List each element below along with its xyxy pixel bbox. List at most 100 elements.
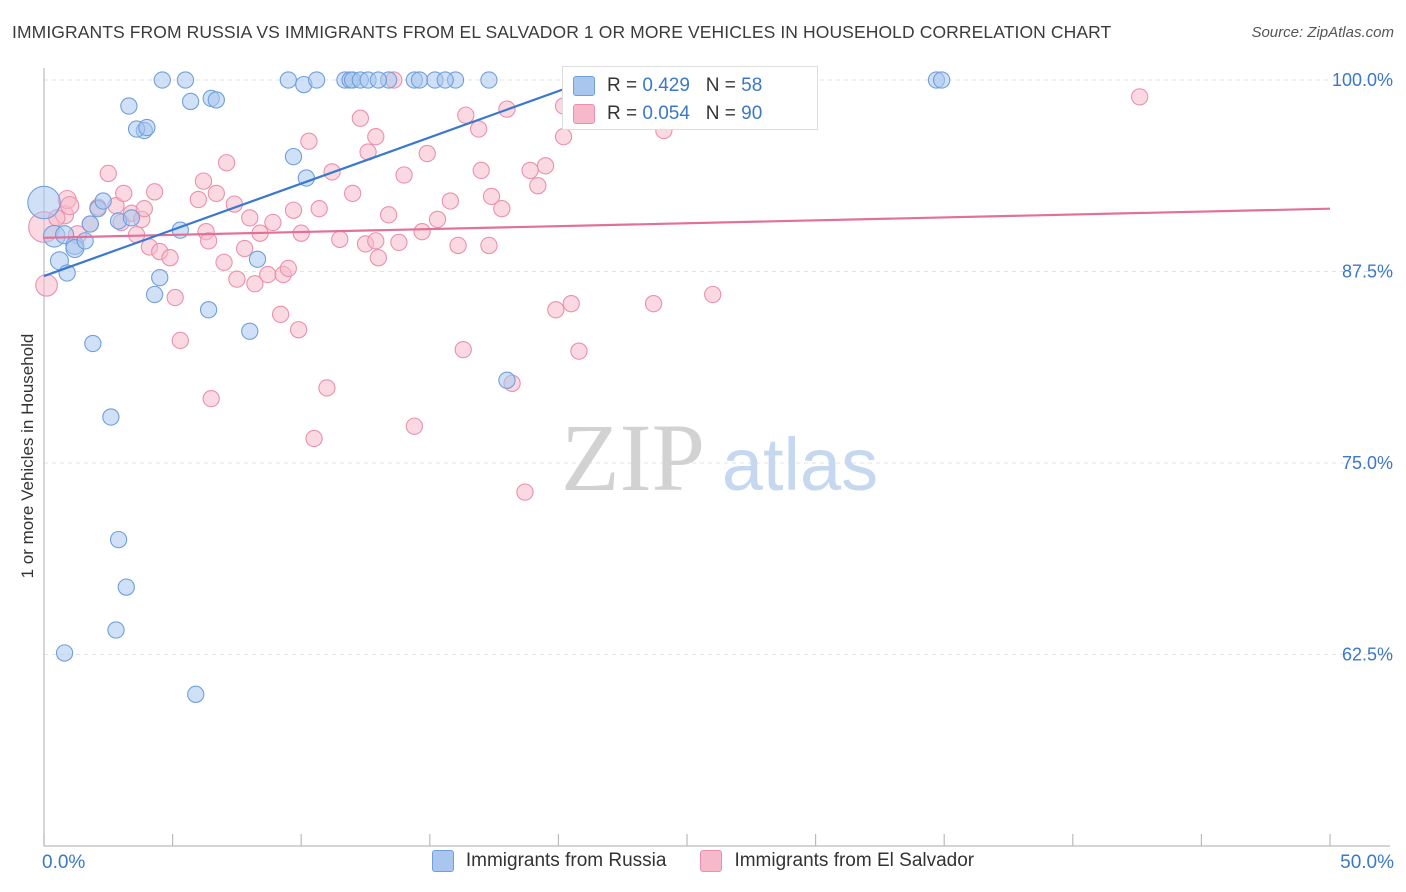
salvador-point xyxy=(264,213,282,232)
salvador-point xyxy=(441,192,460,210)
salvador-point xyxy=(516,483,534,501)
y-tick-label: 75.0% xyxy=(1342,453,1393,473)
russia-swatch xyxy=(573,76,595,96)
salvador-point xyxy=(369,249,388,267)
salvador-point xyxy=(189,190,207,209)
russia-point xyxy=(248,250,267,268)
salvador-point xyxy=(99,164,117,183)
salvador-point xyxy=(305,429,323,448)
source-label: Source: ZipAtlas.com xyxy=(1251,24,1394,41)
russia-point xyxy=(122,209,141,227)
salvador-r-value: 0.054 xyxy=(642,103,690,124)
salvador-trend-line xyxy=(43,207,1331,239)
stats-box: R = 0.429 N = 58 R = 0.054 N = 90 xyxy=(562,66,818,130)
watermark-zip: ZIP xyxy=(561,404,705,511)
salvador-point xyxy=(235,239,254,258)
russia-r-label: R = xyxy=(607,75,638,96)
salvador-point xyxy=(351,109,370,127)
watermark-atlas: atlas xyxy=(722,423,878,506)
russia-point xyxy=(410,71,429,89)
salvador-point xyxy=(246,275,264,293)
russia-point xyxy=(94,192,112,210)
russia-point xyxy=(81,215,99,233)
salvador-point xyxy=(428,210,447,229)
x-max-label: 50.0% xyxy=(1340,852,1394,873)
salvador-point xyxy=(199,232,218,250)
russia-point xyxy=(369,71,388,89)
salvador-point xyxy=(171,331,189,350)
salvador-point xyxy=(115,184,133,203)
russia-point xyxy=(932,71,951,89)
axes xyxy=(43,68,1390,847)
trend-lines xyxy=(43,78,1331,278)
x-min-label: 0.0% xyxy=(42,852,86,873)
salvador-point xyxy=(704,285,722,304)
stats-row-salvador: R = 0.054 N = 90 xyxy=(573,99,762,129)
salvador-point xyxy=(390,233,408,252)
russia-trend-line xyxy=(43,78,590,278)
salvador-point xyxy=(457,106,475,124)
salvador-point xyxy=(472,161,490,180)
salvador-point xyxy=(35,273,58,297)
russia-point xyxy=(84,334,102,353)
salvador-point xyxy=(547,301,565,319)
russia-point xyxy=(120,97,138,115)
russia-point xyxy=(76,232,94,250)
y-tick-label: 62.5% xyxy=(1342,645,1393,665)
salvador-point xyxy=(644,295,663,313)
salvador-point xyxy=(454,340,472,359)
salvador-point xyxy=(536,157,555,175)
salvador-point xyxy=(271,305,290,324)
salvador-point xyxy=(1131,88,1149,106)
salvador-point xyxy=(554,128,573,146)
chart-title: IMMIGRANTS FROM RUSSIA VS IMMIGRANTS FRO… xyxy=(12,22,1112,42)
salvador-point xyxy=(413,223,431,241)
russia-point xyxy=(498,371,516,389)
russia-point xyxy=(480,71,498,89)
russia-point xyxy=(176,71,195,89)
salvador-point xyxy=(449,236,467,255)
russia-n-value: 58 xyxy=(741,75,763,96)
russia-point xyxy=(138,118,156,137)
salvador-point xyxy=(570,342,588,360)
salvador-point xyxy=(241,209,259,227)
salvador-point xyxy=(202,390,220,408)
salvador-point xyxy=(207,184,225,203)
salvador-point xyxy=(135,200,153,218)
russia-point xyxy=(107,621,125,639)
russia-point xyxy=(436,71,454,89)
salvador-point xyxy=(331,230,349,248)
russia-point xyxy=(151,268,169,287)
russia-point xyxy=(307,71,326,89)
salvador-point xyxy=(161,249,179,267)
salvador-point xyxy=(310,200,328,218)
russia-point xyxy=(102,408,120,426)
salvador-swatch xyxy=(573,104,595,124)
russia-point xyxy=(117,578,135,596)
russia-point xyxy=(279,71,297,89)
salvador-point xyxy=(405,417,424,435)
russia-point xyxy=(181,92,200,111)
salvador-point xyxy=(289,321,308,339)
salvador-point xyxy=(228,270,246,288)
legend-item-salvador[interactable]: Immigrants from El Salvador xyxy=(700,850,974,872)
salvador-point xyxy=(259,265,277,284)
y-tick-labels: 62.5% 75.0% 87.5% 100.0% xyxy=(1332,70,1393,665)
salvador-point xyxy=(367,232,385,250)
salvador-point xyxy=(318,379,336,397)
russia-point xyxy=(145,285,164,304)
salvador-point xyxy=(493,200,511,218)
salvador-point xyxy=(529,177,547,195)
legend-item-russia[interactable]: Immigrants from Russia xyxy=(431,850,666,872)
salvador-point xyxy=(215,253,233,271)
salvador-point xyxy=(300,132,318,150)
salvador-point xyxy=(217,154,236,172)
salvador-point xyxy=(379,206,398,224)
salvador-point xyxy=(60,196,80,216)
salvador-r-label: R = xyxy=(607,103,638,124)
russia-point xyxy=(199,301,218,319)
russia-point xyxy=(207,91,225,109)
stats-row-russia: R = 0.429 N = 58 xyxy=(573,71,762,101)
legend-russia-swatch xyxy=(431,850,454,872)
salvador-point xyxy=(194,172,213,190)
